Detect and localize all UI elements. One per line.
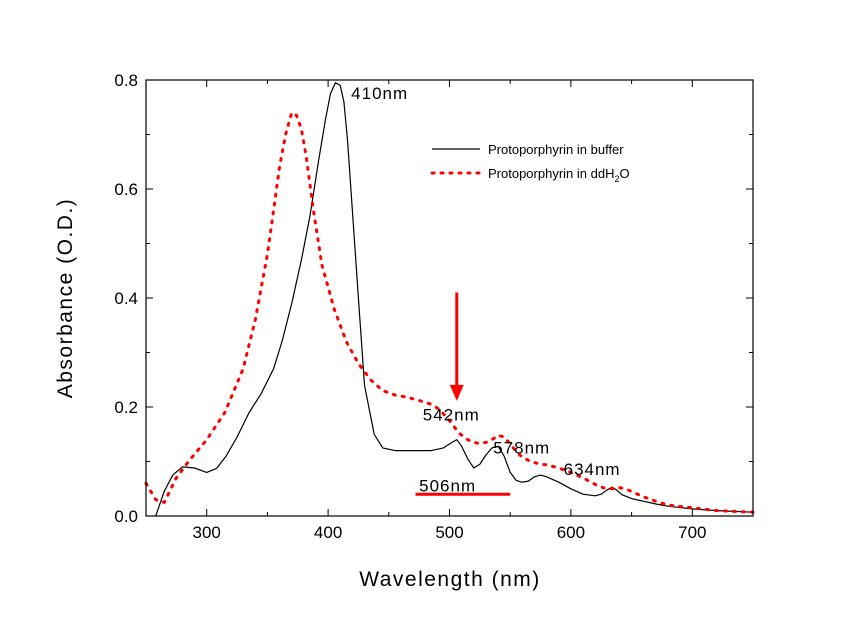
peak-label: 578nm (493, 438, 550, 457)
peak-label: 410nm (351, 84, 408, 103)
y-tick-label: 0.4 (114, 289, 138, 308)
x-axis-title: Wavelength (nm) (359, 568, 541, 591)
legend: Protoporphyrin in buffer Protoporphyrin i… (430, 142, 630, 184)
y-tick-label: 0.6 (114, 180, 138, 199)
series-line-ddh2o (144, 110, 755, 514)
x-tick-label: 300 (193, 523, 221, 542)
peak-label: 634nm (564, 460, 621, 479)
x-tick-label: 700 (678, 523, 706, 542)
y-axis-title: Absorbance (O.D.) (54, 198, 77, 399)
axes-group: 300 400 500 600 700 0.0 0.2 0.4 0.6 0.8 (114, 71, 754, 542)
arrow-head (449, 384, 464, 401)
peak-label: 506nm (419, 476, 476, 495)
peak-label: 542nm (423, 406, 480, 425)
y-tick-label: 0.8 (114, 71, 138, 90)
series-line-buffer (155, 82, 754, 517)
y-tick-label: 0.2 (114, 398, 138, 417)
annotations-group: 410nm 542nm 578nm 634nm 506nm (351, 84, 621, 496)
legend-label-ddh2o: Protoporphyrin in ddH2O (488, 166, 630, 184)
legend-label-buffer: Protoporphyrin in buffer (488, 142, 624, 157)
series-group (144, 82, 755, 517)
x-tick-label: 500 (435, 523, 463, 542)
x-tick-label: 600 (557, 523, 585, 542)
y-tick-label: 0.0 (114, 507, 138, 526)
x-tick-label: 400 (314, 523, 342, 542)
